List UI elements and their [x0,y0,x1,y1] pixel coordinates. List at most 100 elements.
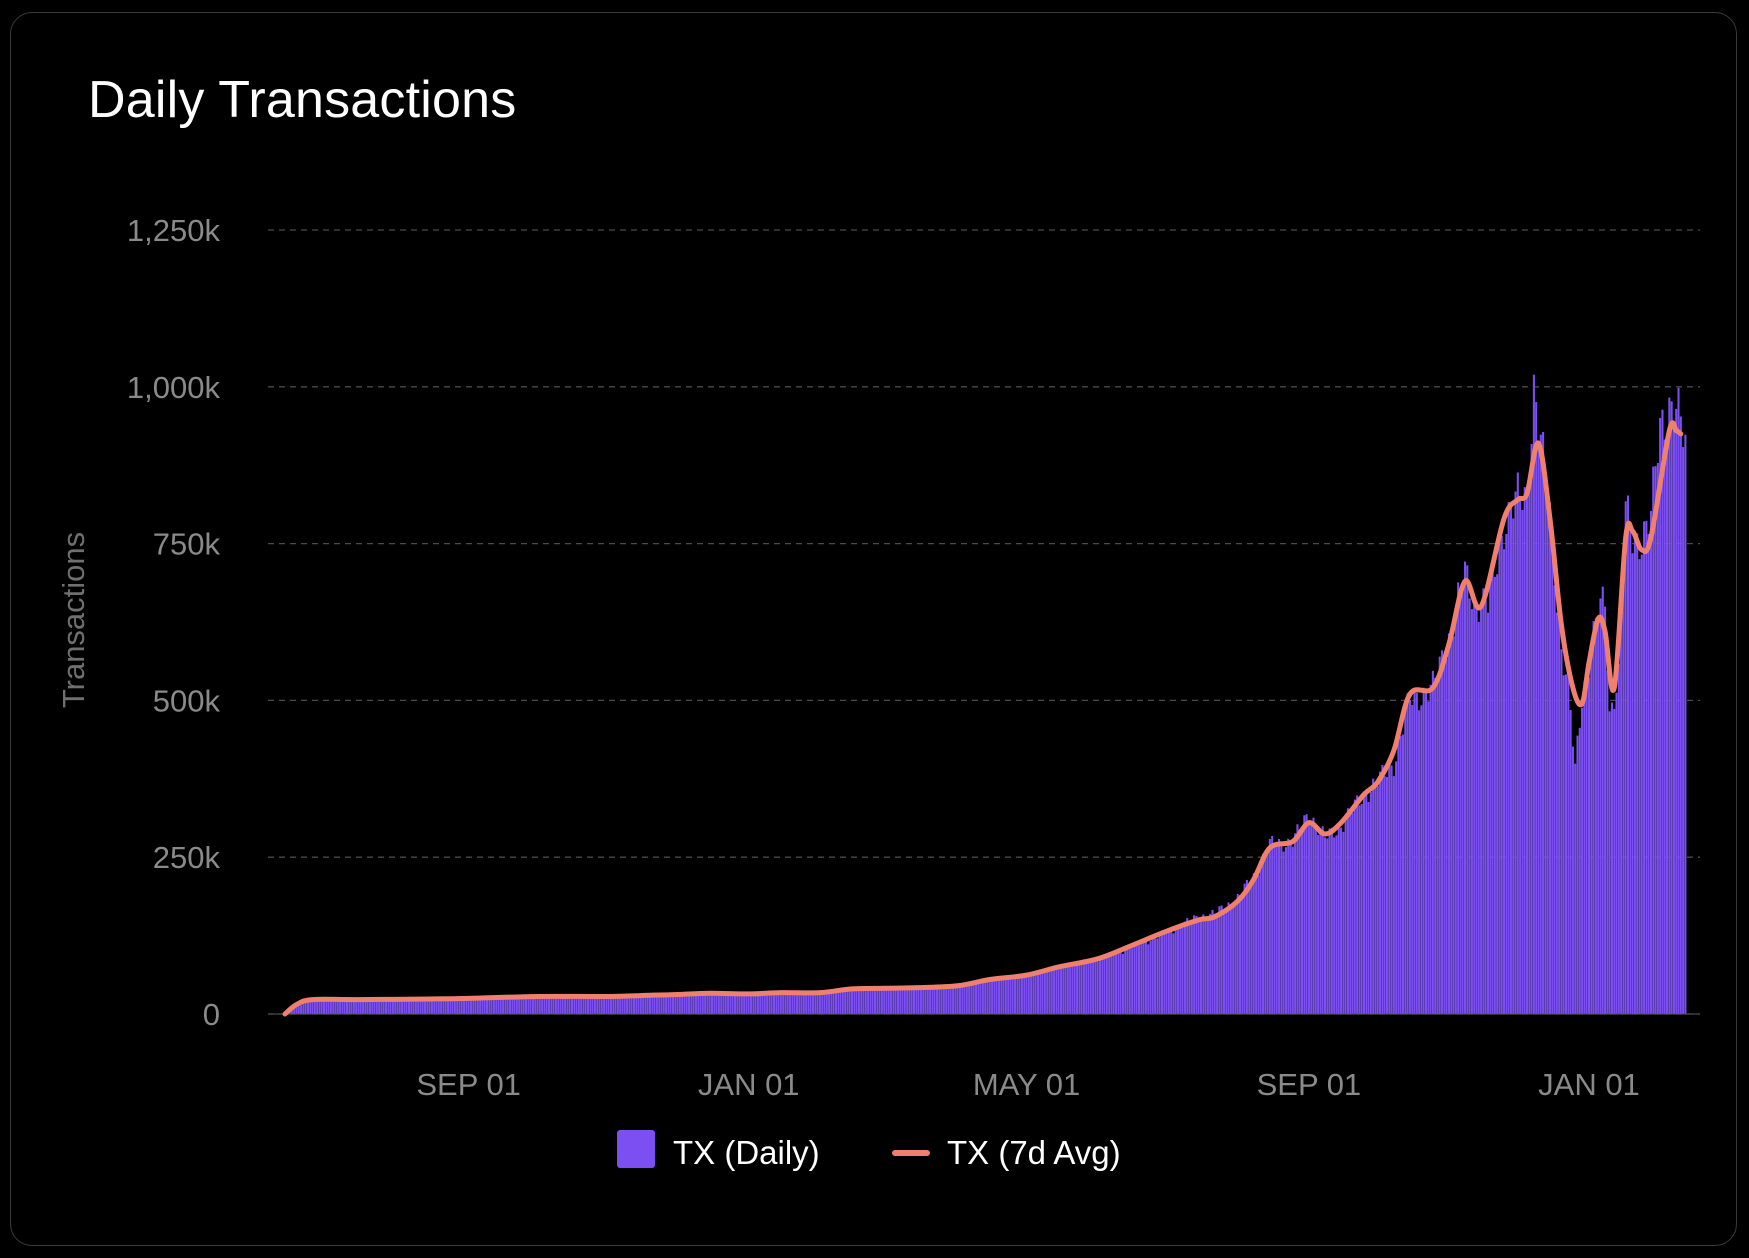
daily-bar [362,999,365,1014]
daily-bar [901,989,904,1014]
daily-bar [1011,978,1014,1014]
daily-bar [1076,961,1079,1014]
daily-bar [1078,962,1081,1014]
daily-bar [1677,387,1680,1014]
daily-bar [1064,966,1067,1014]
daily-bar [1431,670,1434,1014]
daily-bar [587,996,590,1014]
daily-bar [398,999,401,1014]
daily-bar [851,990,854,1014]
daily-bar [472,997,475,1014]
daily-bar [359,1000,362,1014]
daily-bar [396,998,399,1014]
daily-bar [697,994,700,1014]
daily-bar [968,984,971,1014]
daily-bar [761,993,764,1014]
daily-bar [1027,975,1030,1014]
chart-title: Daily Transactions [88,71,517,129]
daily-bar [1633,533,1636,1014]
daily-bar [935,988,939,1014]
daily-bar [352,999,355,1014]
daily-bar [775,993,778,1014]
daily-bar [440,998,443,1014]
daily-bar [566,995,569,1014]
chart-card [10,12,1737,1246]
daily-bar [1468,598,1471,1014]
daily-bar [469,998,472,1014]
daily-bar [1177,925,1180,1014]
daily-bar [678,994,681,1014]
daily-bar [430,998,433,1014]
daily-bar [991,978,994,1014]
daily-bar [1197,920,1200,1014]
daily-bar [724,994,727,1014]
daily-bar [1172,933,1175,1014]
daily-bar [506,996,509,1014]
daily-bar [1036,974,1040,1014]
daily-bar [1062,968,1065,1014]
daily-bar [364,999,367,1014]
daily-bar [1303,815,1306,1014]
daily-bar [828,991,831,1014]
daily-bar [1649,510,1653,1014]
daily-bar [1480,609,1483,1014]
daily-bar [1636,533,1639,1014]
daily-bar [922,986,925,1014]
daily-bar [467,999,470,1014]
daily-bar [449,998,452,1014]
daily-bar [463,998,466,1014]
daily-bar [357,1000,360,1014]
daily-bar [834,990,838,1014]
daily-bar [1597,618,1600,1014]
daily-bar [1668,397,1671,1015]
legend-item-avg[interactable]: TX (7d Avg) [892,1134,1121,1171]
daily-bar [1059,966,1062,1014]
daily-bar [1395,761,1398,1014]
daily-bar [823,992,826,1014]
daily-bar [809,992,812,1014]
x-tick-label: JAN 01 [1538,1067,1640,1102]
daily-bar [504,997,507,1014]
daily-bar [1188,921,1191,1014]
daily-bar [518,997,521,1014]
daily-bar [1530,443,1533,1015]
daily-bar [1268,838,1271,1014]
daily-bar [1463,561,1467,1014]
daily-bar [1020,976,1023,1014]
daily-bar [694,993,697,1014]
daily-bar [683,994,686,1014]
daily-bar [1030,974,1033,1014]
daily-bar [1555,612,1558,1014]
daily-bar [1553,585,1556,1014]
daily-bar [1142,940,1145,1014]
daily-bar [525,996,528,1014]
daily-bar [1043,971,1046,1014]
daily-bar [1404,710,1407,1014]
daily-bar [1117,950,1120,1014]
daily-bar [550,996,553,1014]
legend-swatch-bar [617,1130,655,1168]
daily-bar [1252,873,1255,1014]
daily-bar [407,999,411,1014]
daily-bar [802,991,805,1014]
daily-bar [832,991,835,1014]
daily-bar [924,987,927,1014]
daily-bar [1383,776,1386,1014]
daily-bar [424,998,427,1014]
daily-bar [1121,953,1124,1014]
daily-bar [894,988,897,1014]
daily-bar [1346,808,1349,1014]
daily-bar [1204,917,1207,1014]
daily-bar [699,993,702,1014]
daily-bar [508,996,512,1014]
daily-bar [630,997,633,1014]
daily-bar [1567,671,1570,1014]
legend-item-daily[interactable]: TX (Daily) [617,1130,820,1171]
daily-bar [348,999,351,1014]
daily-bar [830,990,833,1014]
daily-bar [1193,915,1196,1014]
daily-bar [1337,825,1340,1014]
daily-bar [1441,650,1444,1014]
daily-bar [1659,417,1662,1014]
daily-bar [1055,967,1058,1014]
